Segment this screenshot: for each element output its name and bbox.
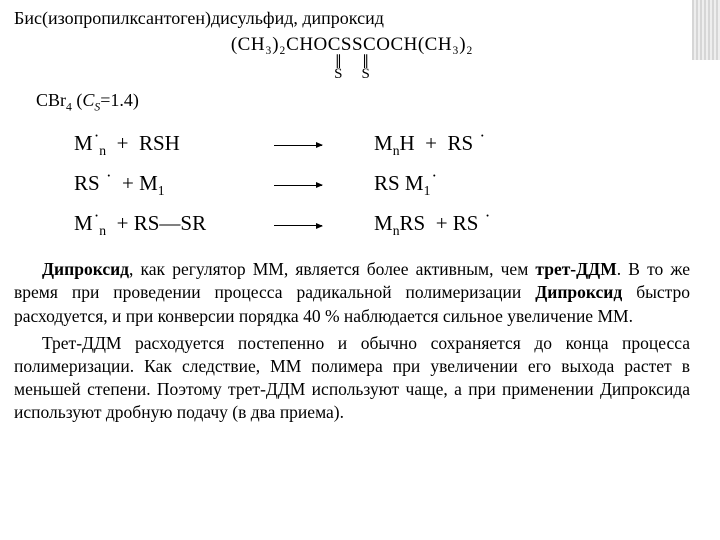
reaction-left: RS · + M1 xyxy=(74,164,274,204)
formula-top-line: (CH₃)₂CHOCSSCOCH(CH₃)₂ xyxy=(14,35,690,56)
cs-value: =1.4) xyxy=(100,90,139,110)
reaction-right: MnH + RS · xyxy=(374,124,690,164)
sulfur-left: S xyxy=(334,56,342,82)
reaction-left: M·n + RSH xyxy=(74,124,274,164)
page-content: Бис(изопропилксантоген)дисульфид, дипрок… xyxy=(0,0,720,438)
cs-var: C xyxy=(82,90,94,110)
reaction-left: M·n + RS—SR xyxy=(74,204,274,244)
structural-formula: (CH₃)₂CHOCSSCOCH(CH₃)₂ S S xyxy=(14,35,690,84)
formula-double-bonds: S S xyxy=(14,56,690,84)
reaction-row: M·n + RS—SR MnRS + RS · xyxy=(74,204,690,244)
cs-constant-line: CBr4 (CS=1.4) xyxy=(36,90,690,114)
paragraph: Дипроксид, как регулятор ММ, является бо… xyxy=(14,258,690,327)
arrow-icon xyxy=(274,204,374,244)
paragraph: Трет-ДДМ расходуется постепенно и обычно… xyxy=(14,332,690,424)
arrow-icon xyxy=(274,164,374,204)
reaction-right: RS M1· xyxy=(374,164,690,204)
reaction-row: M·n + RSH MnH + RS · xyxy=(74,124,690,164)
body-text: Дипроксид, как регулятор ММ, является бо… xyxy=(14,258,690,424)
decorative-stripe xyxy=(692,0,720,60)
arrow-icon xyxy=(274,124,374,164)
reaction-right: MnRS + RS · xyxy=(374,204,690,244)
reaction-row: RS · + M1 RS M1· xyxy=(74,164,690,204)
sulfur-right: S xyxy=(362,56,370,82)
cbr-label: CBr xyxy=(36,90,66,110)
page-title: Бис(изопропилксантоген)дисульфид, дипрок… xyxy=(14,8,690,29)
cs-paren-open: ( xyxy=(72,90,83,110)
reaction-block: M·n + RSH MnH + RS · RS · + M1 RS M1· M·… xyxy=(74,124,690,244)
